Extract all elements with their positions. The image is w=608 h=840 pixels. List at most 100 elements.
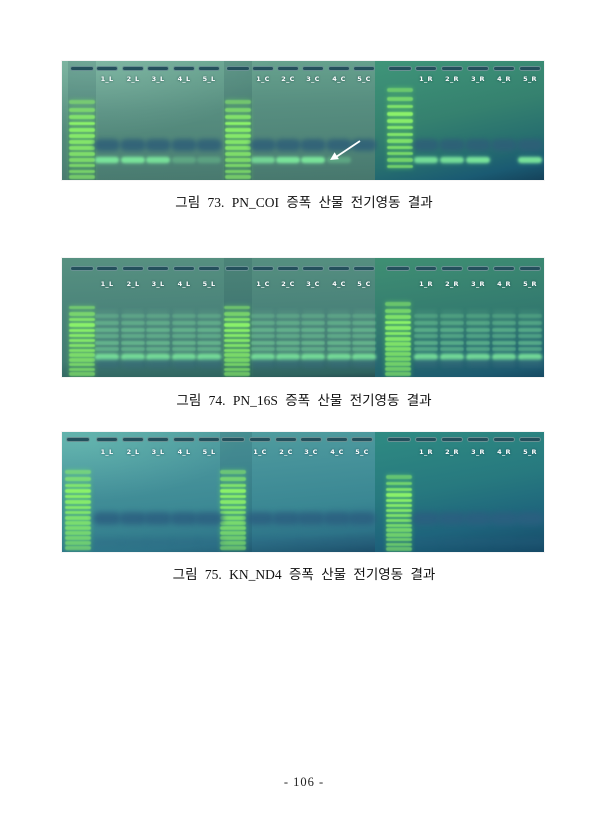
lane-smear: [519, 310, 541, 367]
gel-well: [252, 266, 274, 271]
dye-front-band: [438, 511, 466, 525]
pcr-dark-band: [95, 359, 121, 369]
lane-label: 5_L: [202, 75, 216, 83]
pcr-dark-band: [300, 138, 326, 151]
gel-well: [249, 437, 271, 442]
lane-label: 2_R: [445, 280, 459, 288]
gel-panel: [375, 432, 544, 552]
lane-label: 1_R: [419, 448, 433, 456]
pcr-multi-band: [95, 334, 119, 339]
gel-well: [277, 66, 299, 71]
lane-label: 2_R: [445, 448, 459, 456]
ladder-band: [224, 358, 250, 362]
pcr-product-band: [95, 157, 119, 164]
pcr-multi-band: [251, 334, 275, 339]
dye-front-band: [247, 537, 275, 546]
ladder-band: [385, 315, 411, 319]
pcr-multi-band: [440, 334, 464, 339]
ladder-band: [225, 100, 251, 104]
pcr-dark-band: [327, 359, 353, 369]
ladder-band: [69, 128, 95, 132]
ladder-band: [65, 546, 91, 550]
pcr-multi-band: [440, 347, 464, 352]
ladder-band: [387, 139, 413, 143]
pcr-multi-band: [327, 347, 351, 352]
gel-well: [221, 437, 245, 442]
dye-front-band: [144, 511, 172, 525]
gel-shadow-strip: [224, 61, 252, 180]
ladder-band: [69, 121, 95, 126]
pcr-dark-band: [251, 359, 277, 369]
ladder-band: [220, 477, 246, 481]
gel-well: [353, 266, 375, 271]
ladder-band: [65, 510, 91, 515]
lane-smear: [147, 310, 169, 367]
pcr-product-band: [146, 353, 170, 360]
lane-label: 5_R: [523, 448, 537, 456]
pcr-dark-band: [275, 138, 301, 151]
pcr-product-band: [352, 353, 376, 360]
ladder-band: [386, 503, 412, 508]
ladder-band: [225, 115, 251, 119]
pcr-multi-band: [466, 347, 490, 352]
pcr-multi-band: [327, 340, 351, 345]
pcr-multi-band: [301, 347, 325, 352]
lane-smear: [353, 310, 375, 367]
pcr-multi-band: [414, 340, 438, 345]
lane-label: 4_R: [497, 75, 511, 83]
gel-well: [326, 437, 348, 442]
pcr-multi-band: [466, 321, 490, 326]
pcr-product-band: [492, 353, 516, 360]
gel-well: [277, 266, 299, 271]
pcr-product-band: [414, 353, 438, 360]
gel-well: [388, 66, 412, 71]
pcr-product-band: [197, 353, 221, 360]
pcr-multi-band: [276, 340, 300, 345]
ladder-band: [224, 362, 250, 367]
ladder-band: [69, 367, 95, 372]
pcr-multi-band: [121, 347, 145, 352]
pcr-dark-band: [250, 138, 276, 151]
ladder-band: [69, 158, 95, 162]
lane-smear: [493, 310, 515, 367]
pcr-multi-band: [276, 313, 300, 318]
pcr-dark-band: [491, 138, 517, 151]
pcr-multi-band: [172, 321, 196, 326]
pcr-product-band: [301, 353, 325, 360]
pcr-product-band: [276, 353, 300, 360]
ladder-band: [224, 338, 250, 343]
ladder-band: [225, 121, 251, 126]
pcr-multi-band: [197, 313, 221, 318]
pcr-multi-band: [146, 327, 170, 332]
dye-front-band: [170, 511, 198, 525]
lane-smear: [252, 310, 274, 367]
lane-label: 2_L: [126, 75, 140, 83]
gel-shadow-strip: [224, 258, 252, 377]
pcr-product-band: [518, 353, 542, 360]
gel-well: [493, 437, 515, 442]
ladder-band: [220, 489, 246, 493]
ladder-band: [65, 526, 91, 530]
lane-label: 1_L: [100, 448, 114, 456]
pcr-dark-band: [413, 138, 439, 151]
pcr-product-band: [414, 157, 438, 164]
pcr-multi-band: [121, 334, 145, 339]
ladder-band: [387, 132, 413, 136]
ladder-band: [220, 505, 246, 510]
pcr-multi-band: [466, 327, 490, 332]
ladder-band: [224, 317, 250, 322]
dye-front-band: [517, 537, 544, 546]
ladder-band: [224, 348, 250, 353]
ladder-band: [69, 323, 95, 327]
ladder-band: [220, 516, 246, 520]
gel-well: [441, 266, 463, 271]
ladder-band: [385, 320, 411, 325]
pcr-product-band: [327, 353, 351, 360]
ladder-band: [69, 333, 95, 338]
ladder-band: [225, 158, 251, 162]
ladder-band: [65, 470, 91, 474]
ladder-band: [386, 547, 412, 551]
gel-well: [519, 266, 541, 271]
lane-label: 1_C: [253, 448, 267, 456]
